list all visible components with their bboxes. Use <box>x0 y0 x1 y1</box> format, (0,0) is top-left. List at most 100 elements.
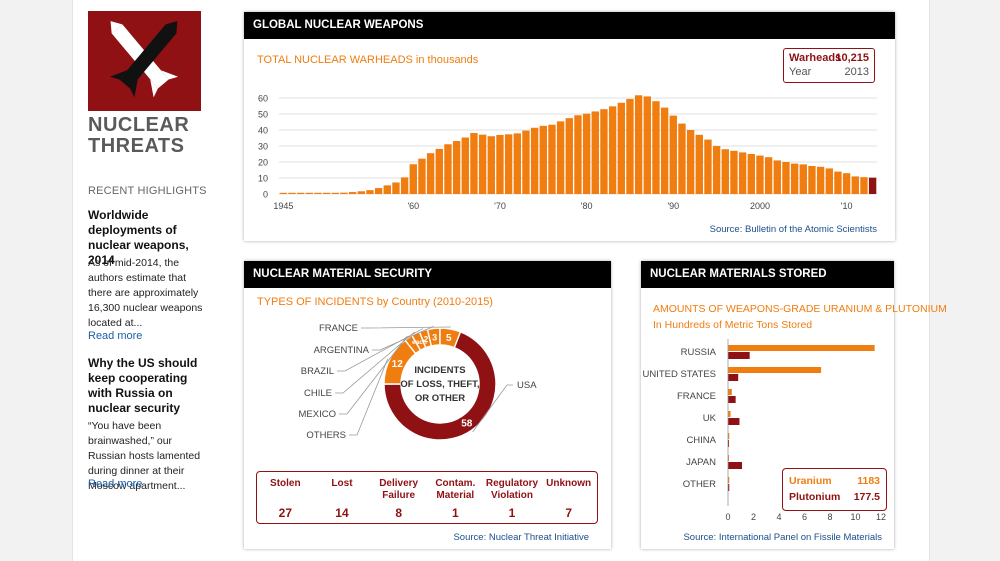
warhead-bar <box>435 148 443 194</box>
warhead-bar <box>773 160 781 194</box>
country-label: FRANCE <box>319 323 358 334</box>
article-title-2[interactable]: Why the US should keep cooperating with … <box>88 356 198 415</box>
category-label: UK <box>703 413 717 424</box>
country-label: USA <box>517 380 537 391</box>
warhead-bar <box>556 121 565 194</box>
incident-type-column: Delivery Failure 8 <box>370 472 427 523</box>
y-tick-label: 10 <box>258 174 268 184</box>
donut-center-label: OF LOSS, THEFT, <box>400 379 479 390</box>
leader-line <box>349 358 389 436</box>
plutonium-bar <box>728 396 736 403</box>
warheads-label: Warheads <box>789 52 842 64</box>
article-body-2: “You have been brainwashed,” our Russian… <box>88 420 201 492</box>
incident-types-table: Stolen 27 Lost 14 Delivery Failure 8 Contam. Mat… <box>256 471 598 524</box>
slice-value-label: 3 <box>432 332 437 342</box>
donut-slice <box>383 330 497 441</box>
warhead-bar <box>331 192 339 194</box>
warhead-bar <box>782 162 790 194</box>
source-text: Source: International Panel on Fissile M… <box>683 532 882 543</box>
warhead-bar <box>764 157 773 194</box>
x-tick-label: '60 <box>407 201 419 211</box>
warhead-bar <box>678 123 686 194</box>
uranium-bar <box>728 389 732 395</box>
plutonium-bar <box>728 418 740 425</box>
nuclear-material-security-panel: NUCLEAR MATERIAL SECURITY TYPES OF INCID… <box>244 261 611 549</box>
panel-header-title: NUCLEAR MATERIALS STORED <box>650 268 827 280</box>
y-tick-label: 50 <box>258 110 268 120</box>
incident-type-column: Unknown 7 <box>540 472 597 523</box>
warhead-bar <box>652 101 660 194</box>
legend-uranium-value: 1183 <box>857 475 880 487</box>
warhead-bar <box>816 166 825 194</box>
warhead-bar <box>340 192 348 194</box>
warhead-bar <box>470 133 478 194</box>
warhead-bar <box>487 136 495 194</box>
x-tick-label: 2 <box>751 512 756 522</box>
uranium-bar <box>728 367 822 373</box>
country-label: BRAZIL <box>301 366 334 377</box>
warhead-bar <box>600 109 608 194</box>
warhead-bar <box>496 134 504 194</box>
incident-type-label: Lost <box>331 478 353 489</box>
leader-line <box>337 328 424 372</box>
warhead-bar <box>808 166 816 194</box>
article-title-1[interactable]: Worldwide deployments of nuclear weapons… <box>88 208 189 267</box>
legend-plutonium-value: 177.5 <box>853 491 880 503</box>
leader-line <box>472 384 513 433</box>
global-nuclear-weapons-panel: GLOBAL NUCLEAR WEAPONS TOTAL NUCLEAR WAR… <box>244 12 895 241</box>
warhead-bar <box>730 150 738 194</box>
uranium-bar <box>728 455 729 461</box>
x-tick-label: '90 <box>667 201 679 211</box>
warhead-bar <box>305 192 313 194</box>
plutonium-bar <box>728 374 739 381</box>
source-text: Source: Nuclear Threat Initiative <box>453 532 589 543</box>
incident-type-value: 27 <box>278 506 292 520</box>
warhead-bar <box>738 152 747 194</box>
legend-plutonium-label: Plutonium <box>789 491 841 503</box>
warhead-bar <box>608 106 617 194</box>
incident-type-column: Lost 14 <box>314 472 371 523</box>
warhead-bar <box>660 107 669 194</box>
warhead-bar <box>860 177 868 194</box>
missiles-icon <box>109 21 179 98</box>
donut-center-label: INCIDENTS <box>414 365 465 376</box>
warhead-bar <box>522 130 530 194</box>
nuclear-threats-logo[interactable] <box>88 11 201 111</box>
donut-center-label: OR OTHER <box>415 393 465 404</box>
incident-type-value: 7 <box>565 506 572 520</box>
warhead-bar <box>322 192 331 194</box>
incident-type-value: 1 <box>451 506 459 520</box>
incident-type-value: 14 <box>335 506 349 520</box>
warhead-bar <box>513 133 521 194</box>
warhead-bar <box>686 130 695 194</box>
warhead-bar <box>357 191 365 194</box>
category-label: OTHER <box>683 479 716 490</box>
nuclear-materials-stored-panel: NUCLEAR MATERIALS STORED AMOUNTS OF WEAP… <box>641 261 947 549</box>
country-label: CHILE <box>304 388 332 399</box>
leader-line <box>339 335 408 415</box>
uranium-bar <box>728 477 730 483</box>
incident-type-label: Contam. Material <box>435 478 476 501</box>
warhead-bar <box>834 171 842 194</box>
slice-value-label: 5 <box>446 333 452 344</box>
chart-subtitle: TOTAL NUCLEAR WARHEADS in thousands <box>257 54 479 66</box>
warhead-bar <box>868 177 877 194</box>
warhead-bar <box>634 95 643 194</box>
materials-legend: Uranium 1183 Plutonium 177.5 <box>782 468 887 511</box>
incident-type-label: Regulatory Violation <box>485 478 539 501</box>
warhead-bar <box>504 134 513 194</box>
warhead-bar <box>842 173 851 194</box>
donut-slice <box>439 327 462 349</box>
warhead-bar <box>643 96 651 194</box>
x-tick-label: 10 <box>850 512 860 522</box>
materials-bar-chart: RUSSIA UNITED STATES FRANCE UK CHINA JAPAN OTH… <box>642 339 886 522</box>
y-tick-label: 30 <box>258 142 268 152</box>
warhead-bar <box>756 155 764 194</box>
warhead-bar <box>617 102 625 194</box>
incident-type-column: Stolen 27 <box>257 472 314 523</box>
category-label: RUSSIA <box>681 347 717 358</box>
read-more-link-2[interactable]: Read more <box>88 478 143 490</box>
page: NUCLEAR THREATS RECENT HIGHLIGHTS Worldw… <box>72 0 947 561</box>
read-more-link-1[interactable]: Read more <box>88 330 143 342</box>
